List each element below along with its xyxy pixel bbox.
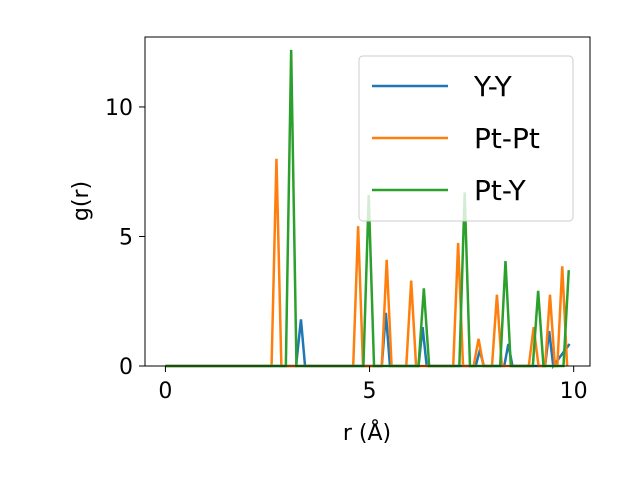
legend-frame: [358, 55, 574, 222]
x-tick-label-0: 0: [158, 379, 172, 404]
legend-label-2: Pt-Y: [474, 174, 527, 207]
y-tick-label-2: 10: [105, 96, 133, 121]
legend-label-0: Y-Y: [473, 70, 513, 103]
legend-label-1: Pt-Pt: [474, 122, 540, 155]
plot-frame: [144, 36, 591, 367]
y-tick-label-1: 5: [119, 225, 133, 250]
y-axis: 0 5 10: [105, 96, 145, 380]
legend: Y-Y Pt-Pt Pt-Y: [358, 55, 574, 222]
x-axis-label: r (Å): [343, 419, 391, 446]
x-tick-label-1: 5: [363, 379, 377, 404]
x-axis: 0 5 10: [158, 366, 588, 404]
x-tick-label-2: 10: [560, 379, 588, 404]
y-tick-label-0: 0: [119, 355, 133, 380]
y-axis-label: g(r): [69, 181, 94, 221]
